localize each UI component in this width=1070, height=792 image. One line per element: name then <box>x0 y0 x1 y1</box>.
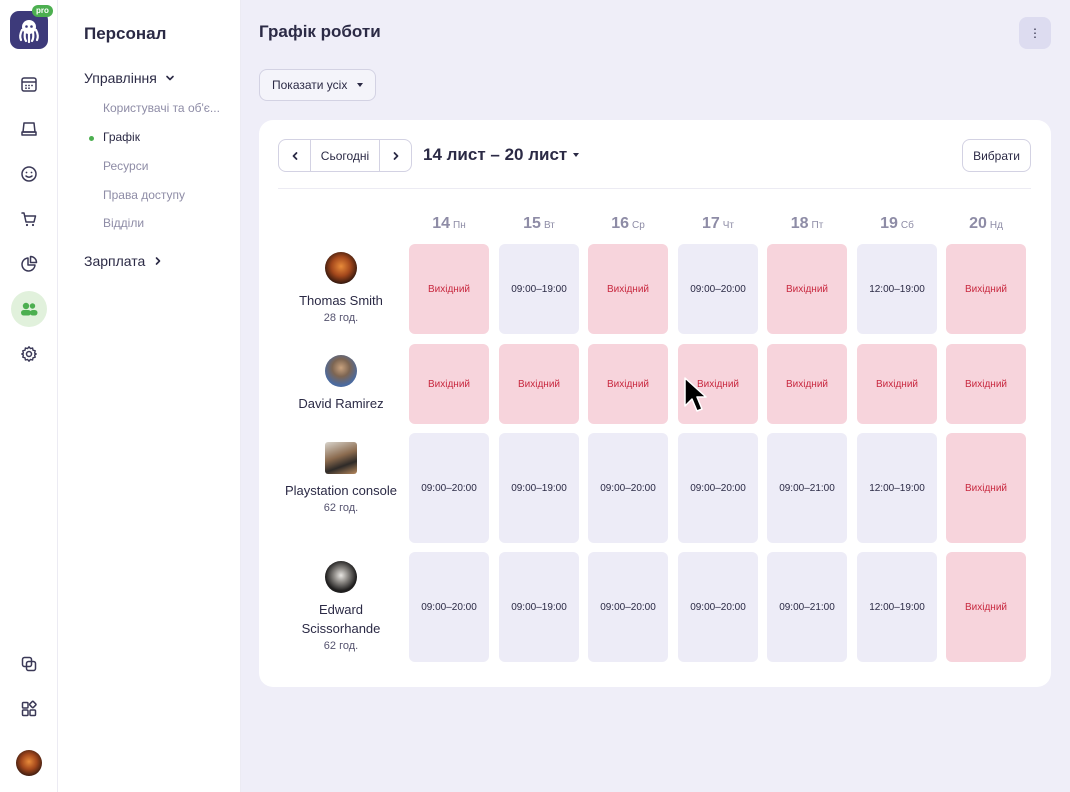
divider <box>278 188 1031 189</box>
show-all-label: Показати усіх <box>272 78 348 92</box>
day-header: 15 Вт <box>523 215 555 232</box>
shift-cell[interactable]: 09:00–20:00 <box>588 433 668 543</box>
day-off-cell[interactable]: Вихідний <box>767 344 847 424</box>
cart-icon[interactable] <box>11 201 47 237</box>
chevron-right-icon <box>156 257 161 265</box>
shift-cell[interactable]: 09:00–20:00 <box>678 552 758 662</box>
employee-david-ramirez[interactable]: David Ramirez <box>281 355 401 413</box>
sidebar-item-schedule[interactable]: Графік <box>103 130 140 144</box>
employee-name: Playstation console <box>284 483 397 498</box>
people-icon[interactable] <box>11 291 47 327</box>
avatar <box>325 252 357 284</box>
day-off-cell[interactable]: Вихідний <box>946 244 1026 334</box>
employee-name: Thomas Smith <box>299 293 383 308</box>
user-avatar[interactable] <box>16 750 42 776</box>
shift-cell[interactable]: 09:00–21:00 <box>767 552 847 662</box>
employee-name: Edward Scissorhande <box>301 602 381 636</box>
shift-cell[interactable]: 09:00–20:00 <box>409 433 489 543</box>
day-off-cell[interactable]: Вихідний <box>767 244 847 334</box>
pro-badge: pro <box>32 5 53 17</box>
avatar <box>325 442 357 474</box>
more-vertical-icon: ⋮ <box>1029 26 1041 40</box>
inbox-icon[interactable] <box>11 111 47 147</box>
chevron-right-icon <box>393 151 398 160</box>
next-week-button[interactable] <box>380 140 411 171</box>
widgets-icon[interactable] <box>11 691 47 727</box>
caret-down-icon <box>573 153 580 157</box>
chevron-left-icon <box>292 151 297 160</box>
shift-cell[interactable]: 12:00–19:00 <box>857 552 937 662</box>
day-header: 20 Нд <box>969 215 1003 232</box>
day-header: 14 Пн <box>432 215 466 232</box>
day-off-cell[interactable]: Вихідний <box>946 344 1026 424</box>
more-options-button[interactable]: ⋮ <box>1019 17 1051 49</box>
octopus-icon <box>19 20 39 44</box>
calendar-icon[interactable] <box>11 66 47 102</box>
week-navigation: Сьогодні <box>278 139 412 172</box>
shift-cell[interactable]: 09:00–19:00 <box>499 433 579 543</box>
shift-cell[interactable]: 12:00–19:00 <box>857 244 937 334</box>
day-off-cell[interactable]: Вихідний <box>946 552 1026 662</box>
shift-cell[interactable]: 09:00–19:00 <box>499 552 579 662</box>
day-off-cell[interactable]: Вихідний <box>588 344 668 424</box>
shift-cell[interactable]: 09:00–20:00 <box>409 552 489 662</box>
active-indicator <box>89 136 94 141</box>
day-off-cell[interactable]: Вихідний <box>588 244 668 334</box>
employee-playstation-console[interactable]: Playstation console 62 год. <box>281 442 401 514</box>
day-header: 17 Чт <box>701 215 735 232</box>
mouse-cursor-icon <box>684 377 707 412</box>
shift-cell[interactable]: 09:00–20:00 <box>678 433 758 543</box>
employee-edward-scissorhande[interactable]: Edward Scissorhande 62 год. <box>281 561 401 652</box>
day-header: 19 Сб <box>880 215 914 232</box>
section-sidebar: Персонал Управління Користувачі та об'є.… <box>58 0 241 792</box>
show-all-dropdown[interactable]: Показати усіх <box>259 69 376 101</box>
prev-week-button[interactable] <box>279 140 310 171</box>
pie-chart-icon[interactable] <box>11 246 47 282</box>
sidebar-group-management[interactable]: Управління <box>84 70 175 86</box>
shift-cell[interactable]: 09:00–19:00 <box>499 244 579 334</box>
date-range-label: 14 лист – 20 лист <box>423 145 568 164</box>
sidebar-group-salary[interactable]: Зарплата <box>84 253 163 269</box>
shift-cell[interactable]: 12:00–19:00 <box>857 433 937 543</box>
app-logo[interactable] <box>10 11 48 49</box>
select-button[interactable]: Вибрати <box>962 139 1031 172</box>
day-header: 16 Ср <box>611 215 645 232</box>
chevron-down-icon <box>166 75 174 81</box>
date-range-selector[interactable]: 14 лист – 20 лист <box>423 145 580 165</box>
day-off-cell[interactable]: Вихідний <box>409 244 489 334</box>
day-off-cell[interactable]: Вихідний <box>946 433 1026 543</box>
sidebar-item-access-rights[interactable]: Права доступу <box>103 188 186 202</box>
page-title: Графік роботи <box>259 22 381 41</box>
sidebar-group-label: Управління <box>84 70 157 86</box>
shift-cell[interactable]: 09:00–20:00 <box>588 552 668 662</box>
day-off-cell[interactable]: Вихідний <box>409 344 489 424</box>
icon-rail: pro <box>0 0 58 792</box>
gear-icon[interactable] <box>11 336 47 372</box>
employee-hours: 62 год. <box>323 502 359 514</box>
smile-icon[interactable] <box>11 156 47 192</box>
employee-name: David Ramirez <box>298 396 384 411</box>
shift-cell[interactable]: 09:00–20:00 <box>678 244 758 334</box>
sidebar-item-departments[interactable]: Відділи <box>103 216 145 230</box>
sidebar-group-label: Зарплата <box>84 253 146 269</box>
copy-icon[interactable] <box>11 646 47 682</box>
sidebar-item-resources[interactable]: Ресурси <box>103 159 149 173</box>
avatar <box>325 355 357 387</box>
employee-thomas-smith[interactable]: Thomas Smith 28 год. <box>281 252 401 324</box>
day-off-cell[interactable]: Вихідний <box>857 344 937 424</box>
schedule-card: Сьогодні 14 лист – 20 лист Вибрати 14 Пн … <box>259 120 1051 687</box>
shift-cell[interactable]: 09:00–21:00 <box>767 433 847 543</box>
employee-hours: 28 год. <box>323 312 359 324</box>
sidebar-title: Персонал <box>84 24 167 43</box>
today-button[interactable]: Сьогодні <box>310 140 380 171</box>
day-header: 18 Пт <box>790 215 824 232</box>
caret-down-icon <box>357 83 364 87</box>
avatar <box>325 561 357 593</box>
sidebar-item-users[interactable]: Користувачі та об'є... <box>103 101 220 115</box>
day-off-cell[interactable]: Вихідний <box>499 344 579 424</box>
employee-hours: 62 год. <box>323 640 359 652</box>
